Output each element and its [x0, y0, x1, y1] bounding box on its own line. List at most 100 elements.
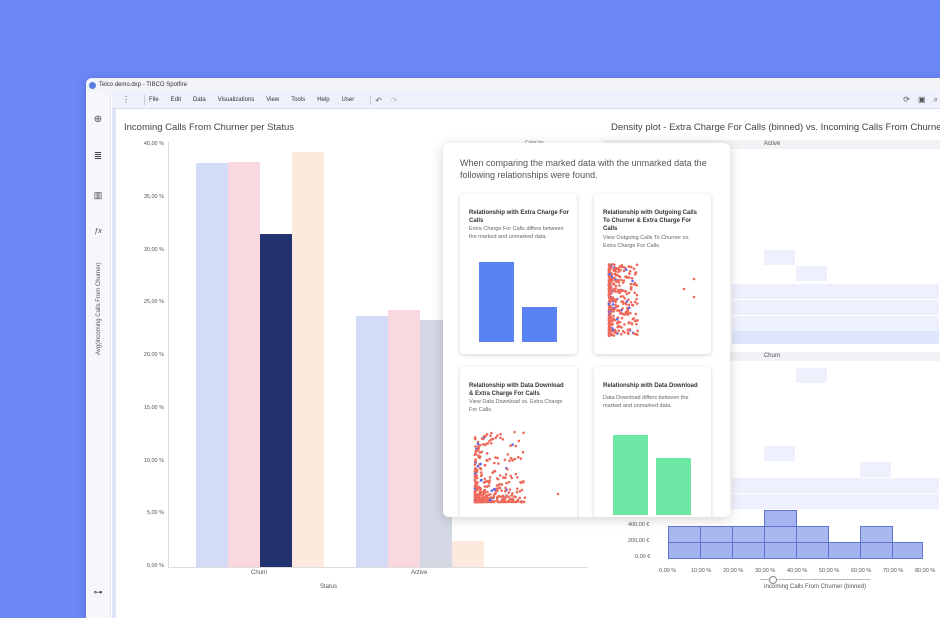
panel-edge — [112, 109, 116, 618]
scatter-point — [502, 499, 506, 503]
density-cell[interactable] — [796, 368, 827, 383]
density-cell[interactable] — [796, 526, 829, 543]
density-cell[interactable] — [764, 526, 797, 543]
scatter-point — [480, 450, 484, 454]
bar-chart-icon[interactable]: ▥ — [93, 190, 103, 200]
scatter-point — [636, 329, 639, 333]
density-cell[interactable] — [860, 526, 893, 543]
density-x-tick: 40,00 % — [787, 568, 808, 574]
zoom-slider[interactable] — [760, 579, 870, 580]
scatter-point — [627, 303, 631, 307]
density-cell[interactable] — [860, 542, 893, 559]
scatter-point — [627, 276, 631, 279]
scatter-point — [494, 456, 497, 459]
scatter-point — [479, 462, 483, 466]
card-data-download-extra[interactable]: Relationship with Data Download & Extra … — [460, 367, 577, 517]
y-tick-label: 25,00 % — [143, 299, 164, 306]
density-cell[interactable] — [732, 284, 939, 299]
scatter-point — [490, 496, 493, 500]
scatter-point — [476, 440, 480, 444]
density-cell[interactable] — [764, 510, 797, 527]
scatter-point — [492, 488, 496, 491]
scatter-point — [495, 496, 499, 499]
bar-churn-2[interactable] — [260, 233, 292, 567]
density-cell[interactable] — [732, 300, 939, 315]
scatter-point — [610, 322, 614, 326]
reload-icon[interactable]: ⟳ — [903, 95, 910, 104]
scatter-point — [628, 272, 631, 275]
scatter-point — [609, 315, 612, 319]
scatter-point — [486, 490, 489, 494]
density-cell[interactable] — [860, 462, 891, 477]
scatter-point — [485, 452, 489, 455]
card-outgoing-calls[interactable]: Relationship with Outgoing Calls To Chur… — [594, 194, 711, 354]
scatter-point — [474, 476, 478, 480]
scatter-point — [509, 474, 512, 478]
menu-edit[interactable]: Edit — [170, 97, 182, 103]
scatter-point — [493, 461, 496, 465]
density-cell[interactable] — [732, 542, 765, 559]
menu-tools[interactable]: Tools — [291, 97, 306, 103]
scatter-point — [489, 498, 492, 502]
bar-churn-4[interactable] — [292, 152, 324, 567]
density-cell[interactable] — [732, 478, 939, 493]
scatter-point — [486, 459, 489, 463]
menu-view[interactable]: View — [266, 97, 280, 103]
scatter-point — [633, 300, 637, 304]
density-cell[interactable] — [764, 446, 795, 461]
card-extra-charge[interactable]: Relationship with Extra Charge For Calls… — [460, 194, 577, 354]
scatter-point — [488, 479, 492, 482]
scatter-point — [611, 303, 615, 306]
density-cell[interactable] — [764, 542, 797, 559]
scatter-point — [609, 311, 613, 315]
bar-churn-1[interactable] — [228, 161, 260, 567]
menu-user[interactable]: User — [341, 97, 355, 103]
scatter-point — [479, 471, 483, 474]
network-icon[interactable]: ⊶ — [93, 587, 103, 597]
density-xlabel: Incoming Calls From Churner (binned) — [764, 584, 867, 590]
bar-active-4[interactable] — [452, 540, 484, 567]
scatter-point — [692, 295, 696, 299]
density-cell[interactable] — [796, 542, 829, 559]
density-cell[interactable] — [796, 266, 827, 281]
search-icon[interactable]: ⌕ — [933, 95, 938, 104]
bar-active-1[interactable] — [388, 309, 420, 567]
list-icon[interactable]: ≣ — [93, 151, 103, 162]
card-title: Relationship with Extra Charge For Calls — [469, 210, 570, 224]
undo-icon[interactable]: ↶ — [375, 95, 382, 105]
lock-icon[interactable]: ▣ — [917, 95, 926, 104]
scatter-point — [510, 476, 514, 480]
redo-icon[interactable]: ↷ — [390, 95, 398, 105]
fx-icon[interactable]: ƒx — [94, 228, 102, 235]
scatter-point — [607, 329, 611, 333]
menu-data[interactable]: Data — [193, 97, 206, 103]
scatter-point — [613, 307, 617, 311]
density-cell[interactable] — [892, 542, 923, 559]
density-cell[interactable] — [732, 526, 765, 543]
bar-churn-0[interactable] — [196, 162, 228, 567]
scatter-point — [498, 482, 501, 486]
card-bar — [613, 435, 648, 515]
density-cell[interactable] — [700, 542, 733, 559]
bar-active-0[interactable] — [356, 315, 388, 567]
density-cell[interactable] — [700, 526, 733, 543]
density-cell[interactable] — [668, 542, 701, 559]
plus-circle-icon[interactable]: ⊕ — [93, 114, 103, 125]
zoom-slider-handle[interactable] — [769, 576, 777, 584]
more-options-icon[interactable]: ⋮ — [122, 95, 130, 104]
card-data-download[interactable]: Relationship with Data Download Data Dow… — [594, 367, 711, 517]
scatter-point — [634, 312, 638, 316]
menu-visualizations[interactable]: Visualizations — [217, 97, 255, 103]
density-cell[interactable] — [828, 542, 861, 559]
menu-help[interactable]: Help — [317, 97, 330, 103]
density-cell[interactable] — [732, 494, 939, 509]
scatter-point — [607, 322, 611, 325]
density-cell[interactable] — [732, 316, 939, 331]
density-cell[interactable] — [668, 526, 701, 543]
scatter-point — [494, 436, 498, 439]
density-cell[interactable] — [732, 331, 939, 344]
scatter-point — [608, 283, 611, 287]
menu-file[interactable]: File — [149, 97, 159, 103]
density-cell[interactable] — [764, 250, 795, 265]
scatter-point — [630, 265, 633, 269]
